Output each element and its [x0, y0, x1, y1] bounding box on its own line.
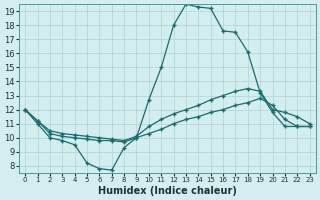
- X-axis label: Humidex (Indice chaleur): Humidex (Indice chaleur): [98, 186, 237, 196]
